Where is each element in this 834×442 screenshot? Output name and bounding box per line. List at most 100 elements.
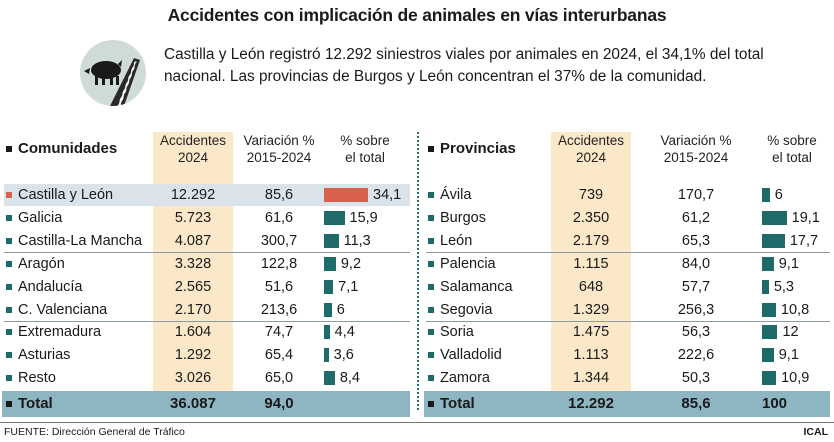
percentage-bar [324,325,330,340]
percentage-bar [324,233,339,248]
boar-crossing-road-icon [80,40,146,106]
percentage-label: 4,4 [334,324,355,341]
row-marker [428,375,434,382]
row-name-text: Castilla y León [18,187,114,203]
percentage-label: 6 [774,187,783,203]
row-name: Valladolid [428,344,502,366]
row-marker [428,306,434,313]
provincias-header-porcentaje: % sobre el total [767,133,817,165]
total-accidentes: 12.292 [568,395,614,413]
percentage-bar [762,348,774,363]
row-porcentaje: 11,3 [324,230,371,252]
table-row: Segovia 1.329 256,3 10,8 [426,299,830,321]
percentage-label: 6 [336,301,345,318]
row-marker [428,283,434,290]
percentage-bar [762,256,774,271]
percentage-bar [324,188,368,202]
row-name-text: Segovia [440,301,493,318]
row-porcentaje: 6 [324,299,345,321]
provincias-header-title: Provincias [428,140,516,157]
row-name-text: Asturias [18,347,71,364]
total-row: Total 36.087 94,0 [2,391,410,418]
row-marker [6,237,12,244]
row-name: León [428,230,472,252]
row-variacion: 57,7 [681,278,711,295]
row-marker [6,329,12,336]
infographic-title: Accidentes con implicación de animales e… [167,5,667,25]
intro-text: Castilla y León registró 12.292 siniestr… [164,46,764,85]
percentage-bar [762,233,785,248]
table-row: Valladolid 1.113 222,6 9,1 [426,344,830,366]
row-name-text: León [440,232,473,249]
row-name-text: Resto [18,370,56,387]
table-row: Andalucía 2.565 51,6 7,1 [4,276,410,298]
percentage-bar [762,325,778,340]
row-name: Segovia [428,299,492,321]
comunidades-header-porcentaje: % sobre el total [340,133,390,165]
row-marker [428,329,434,336]
table-row: Resto 3.026 65,0 8,4 [4,367,410,389]
row-porcentaje: 4,4 [324,321,355,343]
row-variacion: 56,3 [681,324,711,341]
percentage-label: 34,1 [373,187,402,203]
percentage-label: 9,1 [778,255,799,272]
table-row: Castilla y León 12.292 85,6 34,1 [4,184,410,206]
credit-label: ICAL [803,426,829,438]
row-variacion: 65,0 [264,370,294,387]
row-name: Palencia [428,253,496,275]
percentage-label: 7,1 [338,278,359,295]
row-accidentes: 1.604 [174,324,212,341]
row-marker [6,352,12,359]
percentage-label: 3,6 [333,347,354,364]
row-name-text: Extremadura [18,324,102,341]
row-accidentes: 3.026 [174,370,212,387]
row-porcentaje: 3,6 [324,344,354,366]
percentage-bar [762,188,770,202]
row-marker [6,260,12,267]
table-row: Salamanca 648 57,7 5,3 [426,276,830,298]
row-marker [6,306,12,313]
total-accidentes: 36.087 [170,395,216,413]
row-name: Ávila [428,184,471,206]
row-porcentaje: 15,9 [324,207,378,229]
row-name-text: Andalucía [18,278,83,295]
row-porcentaje: 8,4 [324,367,360,389]
row-variacion: 74,7 [264,324,294,341]
total-label-text: Total [18,395,53,413]
table-row: León 2.179 65,3 17,7 [426,230,830,252]
percentage-label: 11,3 [343,232,371,249]
row-name: Castilla-La Mancha [6,230,142,252]
percentage-label: 10,9 [781,370,810,387]
total-variacion: 85,6 [681,395,711,413]
table-row: Zamora 1.344 50,3 10,9 [426,367,830,389]
row-name-text: Burgos [440,209,486,226]
row-porcentaje: 34,1 [324,184,401,206]
row-variacion: 300,7 [260,232,298,249]
row-accidentes: 1.292 [174,347,212,364]
row-porcentaje: 9,1 [762,253,799,275]
total-row: Total 12.292 85,6 100 [424,391,830,418]
table-row: Galicia 5.723 61,6 15,9 [4,207,410,229]
total-porcentaje: 100 [762,395,788,413]
row-name-text: Galicia [18,209,63,226]
percentage-bar [324,210,345,225]
row-accidentes: 1.329 [572,301,610,318]
row-porcentaje: 19,1 [762,207,820,229]
comunidades-header-accidentes: Accidentes 2024 [159,133,227,165]
row-accidentes: 5.723 [174,209,212,226]
group-separator [426,320,830,322]
row-accidentes: 1.115 [573,255,609,272]
row-marker [428,237,434,244]
total-label: Total [428,391,475,417]
group-separator [426,252,830,254]
row-variacion: 213,6 [260,301,298,318]
row-marker [6,283,12,290]
row-name-text: Ávila [440,187,472,203]
row-name: Castilla y León [6,184,113,206]
percentage-bar [324,279,334,294]
percentage-label: 5,3 [773,278,794,295]
row-accidentes: 2.179 [572,232,610,249]
comunidades-header: Comunidades Accidentes 2024 Variación % … [0,132,412,180]
row-variacion: 61,6 [264,209,294,226]
total-label: Total [6,391,53,417]
